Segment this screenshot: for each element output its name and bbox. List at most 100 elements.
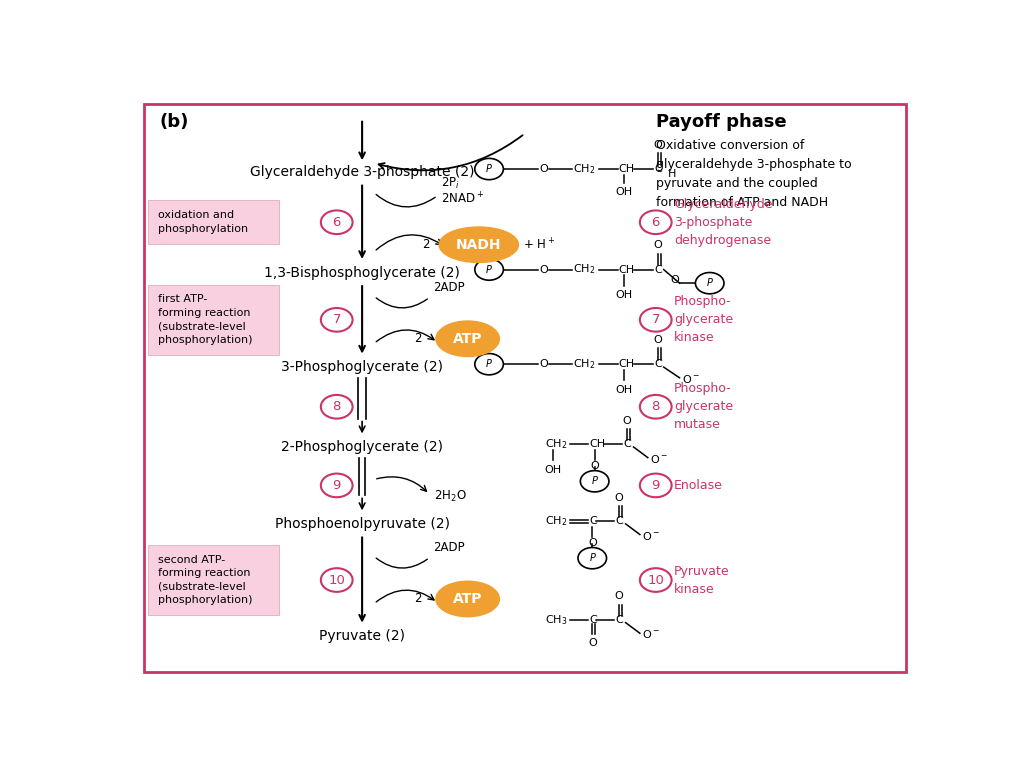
Text: CH$_2$: CH$_2$: [545, 514, 567, 528]
Text: Pyruvate
kinase: Pyruvate kinase: [674, 564, 730, 595]
Text: P: P: [590, 553, 595, 563]
Text: 3-Phosphoglycerate (2): 3-Phosphoglycerate (2): [282, 360, 443, 374]
Text: (b): (b): [160, 113, 189, 131]
Text: 2ADP: 2ADP: [433, 541, 465, 554]
Circle shape: [475, 158, 504, 180]
Text: 2H$_2$O: 2H$_2$O: [433, 488, 466, 504]
Text: O: O: [623, 415, 632, 425]
Text: 2ADP: 2ADP: [433, 281, 465, 294]
Circle shape: [640, 308, 672, 332]
Ellipse shape: [439, 227, 518, 263]
Text: 7: 7: [333, 313, 341, 326]
Text: second ATP-
forming reaction
(substrate-level
phosphorylation): second ATP- forming reaction (substrate-…: [158, 554, 253, 605]
Text: Pyruvate (2): Pyruvate (2): [319, 629, 406, 644]
Text: 2: 2: [414, 333, 422, 346]
Circle shape: [321, 568, 352, 592]
Text: CH: CH: [618, 264, 635, 275]
Text: O: O: [539, 164, 548, 174]
Text: 2-Phosphoglycerate (2): 2-Phosphoglycerate (2): [282, 440, 443, 454]
Text: CH: CH: [589, 439, 605, 449]
Text: C: C: [589, 516, 597, 526]
Text: O: O: [590, 461, 599, 472]
Text: 1,3-Bisphosphoglycerate (2): 1,3-Bisphosphoglycerate (2): [264, 266, 460, 280]
Text: + H$^+$: + H$^+$: [523, 237, 555, 253]
Text: C: C: [615, 516, 623, 526]
Circle shape: [695, 273, 724, 294]
Circle shape: [321, 210, 352, 234]
Text: Payoff phase: Payoff phase: [655, 113, 786, 131]
Text: 10: 10: [329, 574, 345, 587]
Circle shape: [321, 395, 352, 419]
Text: 6: 6: [651, 216, 659, 229]
Text: C: C: [615, 614, 623, 624]
Text: C: C: [654, 164, 662, 174]
Ellipse shape: [436, 321, 500, 356]
Text: O: O: [653, 140, 663, 150]
Text: CH$_3$: CH$_3$: [545, 613, 567, 627]
Text: CH$_2$: CH$_2$: [573, 162, 596, 176]
Text: C: C: [589, 614, 597, 624]
Circle shape: [475, 259, 504, 280]
Text: Phospho-
glycerate
kinase: Phospho- glycerate kinase: [674, 296, 733, 344]
Text: O: O: [539, 264, 548, 275]
FancyBboxPatch shape: [147, 285, 279, 355]
Text: O$^-$: O$^-$: [650, 453, 669, 465]
Text: ATP: ATP: [453, 332, 482, 346]
Text: Glyceraldehyde
3-phosphate
dehydrogenase: Glyceraldehyde 3-phosphate dehydrogenase: [674, 197, 772, 247]
Text: 8: 8: [651, 400, 659, 413]
Text: O: O: [614, 591, 624, 601]
Circle shape: [321, 474, 352, 497]
Text: 9: 9: [333, 479, 341, 492]
Text: OH: OH: [615, 290, 633, 300]
Circle shape: [640, 210, 672, 234]
Ellipse shape: [436, 581, 500, 617]
Circle shape: [581, 471, 609, 492]
Text: CH$_2$: CH$_2$: [573, 263, 596, 276]
Text: O: O: [670, 275, 679, 285]
Text: CH: CH: [618, 164, 635, 174]
Text: 10: 10: [647, 574, 665, 587]
Circle shape: [640, 474, 672, 497]
Text: O: O: [653, 335, 663, 345]
Text: 2NAD$^+$: 2NAD$^+$: [441, 191, 484, 207]
Text: CH: CH: [618, 359, 635, 369]
FancyBboxPatch shape: [143, 104, 905, 672]
Text: Phosphoenolpyruvate (2): Phosphoenolpyruvate (2): [274, 517, 450, 531]
Circle shape: [321, 308, 352, 332]
Text: OH: OH: [615, 385, 633, 395]
Text: Oxidative conversion of
glyceraldehyde 3-phosphate to
pyruvate and the coupled
f: Oxidative conversion of glyceraldehyde 3…: [655, 140, 851, 210]
Text: NADH: NADH: [456, 238, 502, 252]
Text: O: O: [588, 538, 597, 548]
Text: P: P: [707, 278, 713, 288]
Circle shape: [578, 548, 606, 569]
Text: OH: OH: [615, 187, 633, 197]
Text: OH: OH: [544, 465, 561, 475]
Text: P: P: [486, 264, 492, 275]
Text: 8: 8: [333, 400, 341, 413]
Text: 7: 7: [651, 313, 660, 326]
Text: O: O: [653, 240, 663, 250]
Text: ATP: ATP: [453, 592, 482, 606]
Text: oxidation and
phosphorylation: oxidation and phosphorylation: [158, 210, 248, 234]
Text: 6: 6: [333, 216, 341, 229]
Circle shape: [640, 568, 672, 592]
Text: Enolase: Enolase: [674, 479, 723, 492]
Text: C: C: [654, 359, 662, 369]
Text: CH$_2$: CH$_2$: [545, 437, 567, 451]
Text: O$^-$: O$^-$: [642, 628, 660, 641]
Text: P: P: [486, 164, 492, 174]
FancyBboxPatch shape: [147, 200, 279, 244]
Text: O: O: [614, 492, 624, 502]
Text: 2P$_i$: 2P$_i$: [441, 177, 461, 191]
Text: Phospho-
glycerate
mutase: Phospho- glycerate mutase: [674, 382, 733, 432]
FancyBboxPatch shape: [147, 545, 279, 615]
Text: C: C: [654, 264, 662, 275]
Text: 2: 2: [422, 238, 430, 251]
Text: C: C: [624, 439, 631, 449]
Text: H: H: [668, 170, 676, 180]
Text: P: P: [592, 476, 598, 486]
Text: O: O: [588, 638, 597, 648]
Text: Glyceraldehyde 3-phosphate (2): Glyceraldehyde 3-phosphate (2): [250, 165, 474, 179]
Text: first ATP-
forming reaction
(substrate-level
phosphorylation): first ATP- forming reaction (substrate-l…: [158, 294, 253, 346]
Text: P: P: [486, 359, 492, 369]
